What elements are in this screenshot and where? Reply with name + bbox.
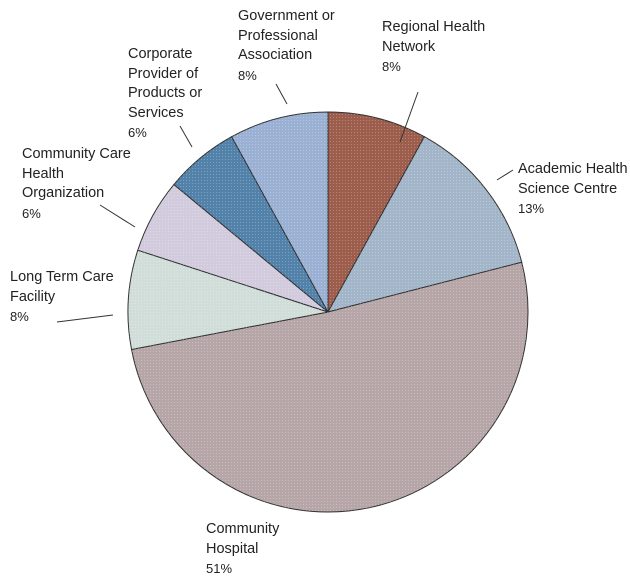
value-label: 8% — [382, 59, 401, 74]
leader-line — [99, 204, 136, 228]
slice-label: Long Term Care Facility 8% — [10, 268, 114, 327]
slice-label: Community Care Health Organization 6% — [22, 145, 131, 223]
slice-label: Regional Health Network 8% — [382, 18, 485, 77]
value-label: 6% — [22, 205, 41, 221]
slice-label: Community Hospital 51% — [206, 520, 279, 579]
value-label: 8% — [238, 67, 257, 83]
leader-line — [179, 125, 193, 148]
category-label: Corporate Provider of Products or Servic… — [128, 46, 203, 121]
category-label: Government or Professional Association — [238, 8, 335, 63]
category-label: Community Hospital — [206, 521, 280, 557]
slice-label: Academic Health Science Centre 13% — [518, 160, 628, 219]
value-label: 8% — [10, 309, 29, 324]
category-label: Community Care Health Organization — [22, 146, 131, 201]
value-label: 13% — [518, 201, 545, 216]
leaders — [56, 83, 514, 323]
slice-label: Government or Professional Association 8% — [238, 7, 335, 85]
texture — [128, 112, 528, 512]
value-label: 51% — [206, 561, 233, 576]
value-label: 6% — [128, 125, 147, 140]
category-label: Academic Health Science Centre — [518, 161, 628, 197]
category-label: Long Term Care Facility — [10, 269, 114, 305]
leader-line — [56, 314, 114, 323]
leader-line — [275, 83, 288, 105]
leader-line — [496, 169, 514, 181]
slice-label: Corporate Provider of Products or Servic… — [128, 45, 202, 143]
category-label: Regional Health Network — [382, 19, 486, 55]
leader-line — [399, 91, 419, 143]
